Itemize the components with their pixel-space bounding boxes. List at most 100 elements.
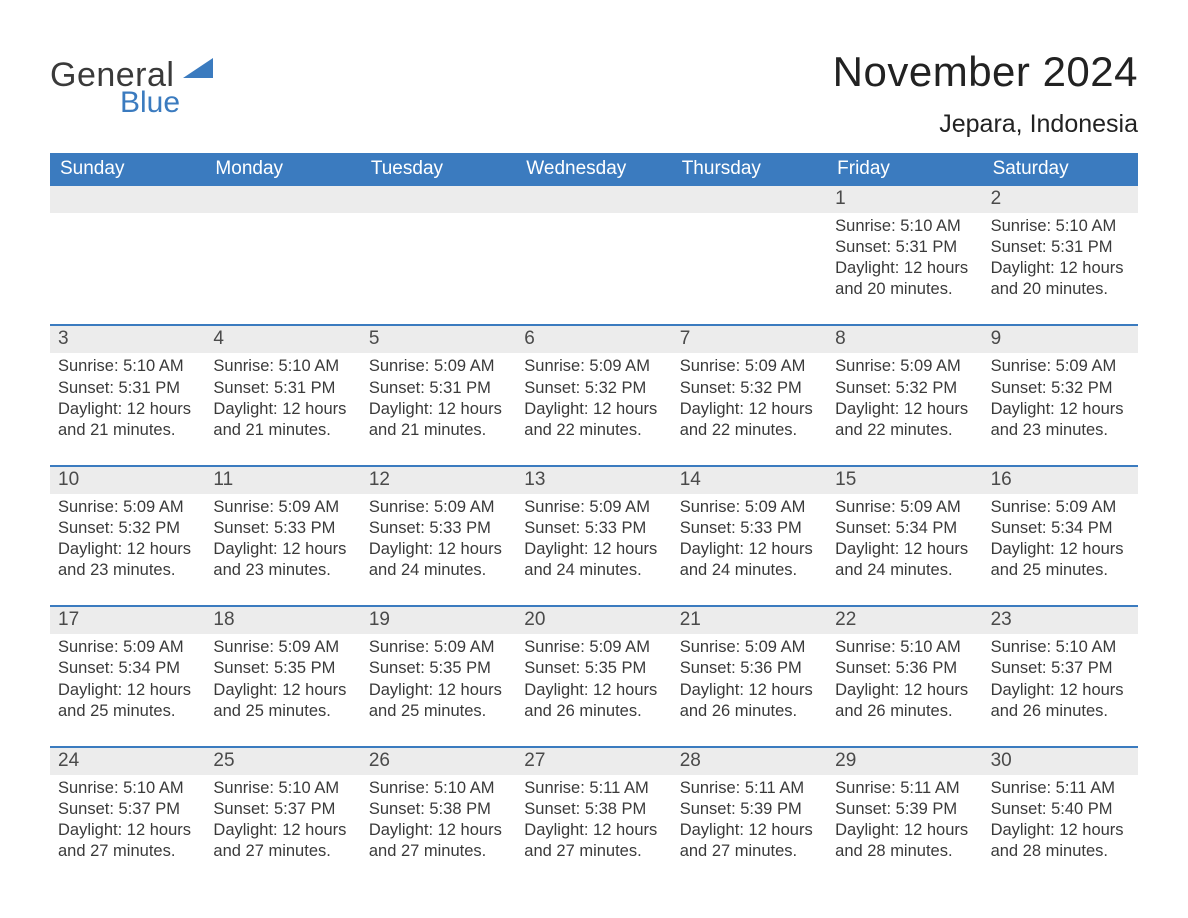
day-cell: Sunrise: 5:09 AMSunset: 5:35 PMDaylight:… — [205, 634, 360, 745]
sunrise-line: Sunrise: 5:09 AM — [369, 637, 508, 658]
sunrise-line: Sunrise: 5:11 AM — [991, 778, 1130, 799]
day-number: 1 — [827, 186, 982, 213]
sunrise-line: Sunrise: 5:09 AM — [58, 637, 197, 658]
page-title: November 2024 — [833, 48, 1138, 96]
day-cell: Sunrise: 5:10 AMSunset: 5:31 PMDaylight:… — [827, 213, 982, 324]
day-cell: Sunrise: 5:09 AMSunset: 5:32 PMDaylight:… — [827, 353, 982, 464]
sunrise-line: Sunrise: 5:09 AM — [213, 497, 352, 518]
day-number: 23 — [983, 607, 1138, 634]
sunrise-line: Sunrise: 5:09 AM — [680, 497, 819, 518]
sunrise-line: Sunrise: 5:09 AM — [213, 637, 352, 658]
sunrise-line: Sunrise: 5:10 AM — [58, 778, 197, 799]
day-of-week-label: Thursday — [672, 153, 827, 186]
day-number: 13 — [516, 467, 671, 494]
day-cell: Sunrise: 5:10 AMSunset: 5:31 PMDaylight:… — [205, 353, 360, 464]
sunset-line: Sunset: 5:39 PM — [680, 799, 819, 820]
sunset-line: Sunset: 5:32 PM — [524, 378, 663, 399]
sunrise-line: Sunrise: 5:09 AM — [369, 356, 508, 377]
daylight-line: Daylight: 12 hours and 21 minutes. — [58, 399, 197, 441]
day-of-week-label: Saturday — [983, 153, 1138, 186]
day-of-week-label: Wednesday — [516, 153, 671, 186]
daylight-line: Daylight: 12 hours and 27 minutes. — [369, 820, 508, 862]
page-subtitle: Jepara, Indonesia — [833, 110, 1138, 139]
day-number: 7 — [672, 326, 827, 353]
sunrise-line: Sunrise: 5:09 AM — [991, 356, 1130, 377]
day-number: 25 — [205, 748, 360, 775]
day-cell — [516, 213, 671, 324]
sunset-line: Sunset: 5:35 PM — [524, 658, 663, 679]
sunrise-line: Sunrise: 5:09 AM — [58, 497, 197, 518]
sunset-line: Sunset: 5:32 PM — [991, 378, 1130, 399]
day-of-week-label: Sunday — [50, 153, 205, 186]
sunset-line: Sunset: 5:37 PM — [58, 799, 197, 820]
day-number: 30 — [983, 748, 1138, 775]
day-cell — [205, 213, 360, 324]
sunrise-line: Sunrise: 5:09 AM — [524, 637, 663, 658]
day-number — [672, 186, 827, 213]
day-of-week-label: Monday — [205, 153, 360, 186]
weeks-container: 12Sunrise: 5:10 AMSunset: 5:31 PMDayligh… — [50, 186, 1138, 868]
day-number: 5 — [361, 326, 516, 353]
sunset-line: Sunset: 5:31 PM — [835, 237, 974, 258]
sunrise-line: Sunrise: 5:10 AM — [213, 778, 352, 799]
daylight-line: Daylight: 12 hours and 20 minutes. — [991, 258, 1130, 300]
day-number: 4 — [205, 326, 360, 353]
day-number: 10 — [50, 467, 205, 494]
day-cell — [672, 213, 827, 324]
calendar-week: 10111213141516Sunrise: 5:09 AMSunset: 5:… — [50, 465, 1138, 605]
sunset-line: Sunset: 5:37 PM — [213, 799, 352, 820]
daylight-line: Daylight: 12 hours and 27 minutes. — [213, 820, 352, 862]
sunrise-line: Sunrise: 5:10 AM — [58, 356, 197, 377]
daylight-line: Daylight: 12 hours and 22 minutes. — [680, 399, 819, 441]
day-number: 29 — [827, 748, 982, 775]
sunset-line: Sunset: 5:35 PM — [213, 658, 352, 679]
daylight-line: Daylight: 12 hours and 27 minutes. — [58, 820, 197, 862]
day-cell: Sunrise: 5:11 AMSunset: 5:40 PMDaylight:… — [983, 775, 1138, 868]
sunset-line: Sunset: 5:37 PM — [991, 658, 1130, 679]
day-number: 27 — [516, 748, 671, 775]
day-number-strip: 12 — [50, 186, 1138, 213]
sunrise-line: Sunrise: 5:09 AM — [835, 497, 974, 518]
daylight-line: Daylight: 12 hours and 22 minutes. — [835, 399, 974, 441]
day-number: 18 — [205, 607, 360, 634]
daylight-line: Daylight: 12 hours and 26 minutes. — [680, 680, 819, 722]
sunrise-line: Sunrise: 5:09 AM — [835, 356, 974, 377]
day-number-strip: 17181920212223 — [50, 607, 1138, 634]
sunset-line: Sunset: 5:40 PM — [991, 799, 1130, 820]
day-number-strip: 10111213141516 — [50, 467, 1138, 494]
day-of-week-label: Friday — [827, 153, 982, 186]
daylight-line: Daylight: 12 hours and 26 minutes. — [835, 680, 974, 722]
sunset-line: Sunset: 5:33 PM — [369, 518, 508, 539]
daylight-line: Daylight: 12 hours and 28 minutes. — [991, 820, 1130, 862]
day-number: 11 — [205, 467, 360, 494]
day-number: 9 — [983, 326, 1138, 353]
calendar-week: 12Sunrise: 5:10 AMSunset: 5:31 PMDayligh… — [50, 186, 1138, 324]
daylight-line: Daylight: 12 hours and 23 minutes. — [991, 399, 1130, 441]
sunrise-line: Sunrise: 5:09 AM — [524, 356, 663, 377]
sunset-line: Sunset: 5:33 PM — [213, 518, 352, 539]
day-number: 12 — [361, 467, 516, 494]
brand-triangle-icon — [183, 58, 213, 82]
daylight-line: Daylight: 12 hours and 24 minutes. — [524, 539, 663, 581]
daylight-line: Daylight: 12 hours and 23 minutes. — [58, 539, 197, 581]
day-cell: Sunrise: 5:09 AMSunset: 5:33 PMDaylight:… — [672, 494, 827, 605]
sunset-line: Sunset: 5:31 PM — [991, 237, 1130, 258]
day-cell: Sunrise: 5:10 AMSunset: 5:37 PMDaylight:… — [983, 634, 1138, 745]
day-cell: Sunrise: 5:09 AMSunset: 5:35 PMDaylight:… — [516, 634, 671, 745]
daylight-line: Daylight: 12 hours and 23 minutes. — [213, 539, 352, 581]
sunset-line: Sunset: 5:33 PM — [524, 518, 663, 539]
sunrise-line: Sunrise: 5:10 AM — [991, 637, 1130, 658]
day-cell: Sunrise: 5:09 AMSunset: 5:33 PMDaylight:… — [361, 494, 516, 605]
day-cell: Sunrise: 5:09 AMSunset: 5:33 PMDaylight:… — [516, 494, 671, 605]
sunrise-line: Sunrise: 5:11 AM — [524, 778, 663, 799]
sunset-line: Sunset: 5:32 PM — [835, 378, 974, 399]
day-number-strip: 3456789 — [50, 326, 1138, 353]
day-number: 17 — [50, 607, 205, 634]
brand-word-2: Blue — [120, 88, 213, 118]
daylight-line: Daylight: 12 hours and 27 minutes. — [524, 820, 663, 862]
daylight-line: Daylight: 12 hours and 20 minutes. — [835, 258, 974, 300]
day-cell: Sunrise: 5:10 AMSunset: 5:37 PMDaylight:… — [205, 775, 360, 868]
sunrise-line: Sunrise: 5:09 AM — [524, 497, 663, 518]
sunset-line: Sunset: 5:33 PM — [680, 518, 819, 539]
brand-logo: General Blue — [50, 48, 213, 118]
